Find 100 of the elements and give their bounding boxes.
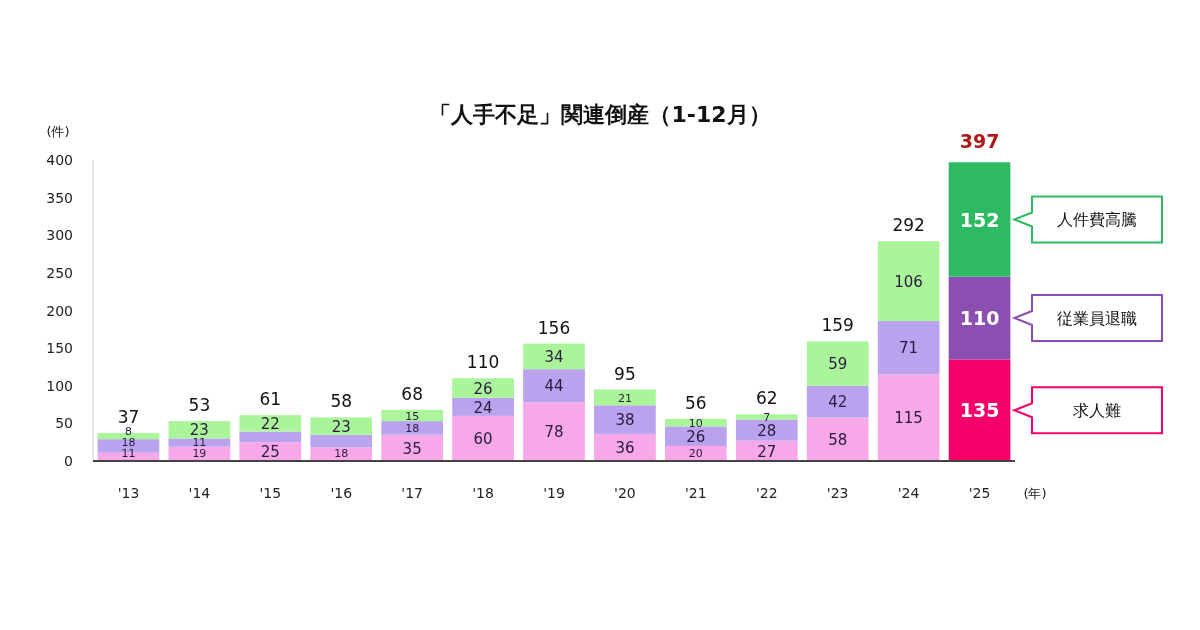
y-tick-label: 150 [46, 340, 73, 357]
data-label: 34 [544, 348, 564, 367]
total-label: 110 [466, 352, 500, 373]
data-label: 10 [688, 416, 703, 430]
data-label: 24 [473, 398, 493, 417]
data-label: 106 [894, 272, 923, 291]
data-label: 35 [402, 439, 422, 458]
bar [806, 417, 869, 461]
bar [877, 241, 940, 322]
x-tick-label: '16 [330, 485, 353, 501]
x-tick-label: '14 [188, 485, 211, 501]
x-tick-label: '17 [401, 485, 423, 501]
data-label: 59 [828, 355, 848, 374]
total-label: 95 [614, 363, 636, 384]
data-label: 36 [615, 439, 635, 458]
data-label: 15 [405, 409, 420, 423]
data-label: 110 [959, 307, 1000, 330]
y-tick-label: 0 [64, 453, 73, 469]
bar [877, 374, 940, 461]
bar [948, 162, 1011, 277]
total-label: 53 [188, 395, 211, 416]
text: 求人難 [1073, 401, 1121, 421]
data-label: 22 [260, 415, 280, 434]
total-label: 68 [401, 383, 423, 404]
bar [452, 415, 514, 461]
bar [523, 369, 585, 403]
x-tick-label: '25 [968, 485, 991, 501]
total-label: 62 [755, 388, 778, 409]
data-label: 78 [544, 423, 564, 442]
data-label: 25 [260, 443, 280, 461]
x-tick-label: '21 [685, 485, 707, 501]
total-label: 292 [892, 215, 925, 236]
bar [523, 343, 585, 370]
y-tick-label: 100 [46, 377, 73, 394]
total-label: 159 [821, 315, 854, 336]
x-tick-label: '18 [472, 485, 494, 501]
x-tick-label: '23 [826, 485, 849, 501]
data-label: 44 [544, 377, 564, 396]
total-label: 56 [685, 392, 707, 413]
bar [381, 409, 444, 422]
y-tick-label: 400 [46, 152, 73, 168]
bar [381, 421, 444, 435]
bar [948, 359, 1011, 461]
data-label: 26 [686, 427, 706, 446]
bar [523, 402, 585, 461]
bar [806, 341, 869, 386]
data-label: 58 [828, 430, 848, 449]
bar [665, 426, 727, 446]
x-tick-label: '24 [897, 485, 920, 501]
data-label: 115 [894, 409, 923, 428]
bar [239, 415, 302, 432]
total-label: 156 [537, 317, 571, 338]
data-label: 135 [959, 399, 1000, 422]
data-label: 18 [121, 436, 136, 450]
data-label: 19 [192, 447, 207, 460]
x-tick-label: '22 [755, 485, 778, 501]
bar [97, 433, 160, 440]
bar [239, 431, 302, 443]
bar [594, 389, 656, 406]
y-tick-label: 300 [46, 227, 73, 244]
total-label: 397 [959, 130, 1000, 153]
bar [735, 419, 798, 441]
data-label: 21 [617, 391, 632, 405]
data-label: 11 [121, 447, 136, 460]
data-label: 11 [192, 436, 207, 450]
data-label: 152 [959, 208, 1000, 231]
text: 人件費高騰 [1057, 210, 1137, 230]
data-label: 23 [331, 417, 351, 436]
total-label: 58 [330, 391, 353, 412]
data-label: 18 [405, 422, 420, 436]
y-tick-label: 350 [46, 189, 73, 206]
bar [310, 434, 373, 448]
bar [594, 405, 656, 434]
chart-title: 「人手不足」関連倒産（1-12月） [429, 102, 771, 127]
data-label: 42 [828, 393, 848, 412]
total-label: 37 [117, 407, 140, 428]
bar [877, 321, 940, 375]
x-tick-label: '19 [543, 485, 565, 501]
total-label: 61 [259, 389, 282, 410]
bar [735, 414, 798, 420]
y-tick-label: 50 [55, 415, 73, 432]
x-tick-label: '13 [117, 485, 140, 501]
x-tick-label: '15 [259, 485, 282, 501]
data-label: 27 [757, 442, 777, 461]
x-tick-label: '20 [614, 485, 636, 501]
data-label: 8 [124, 425, 132, 439]
data-label: 71 [899, 339, 919, 358]
data-label: 60 [473, 430, 493, 449]
y-tick-label: 200 [46, 302, 73, 319]
bar [806, 385, 869, 418]
data-label: 38 [615, 411, 635, 430]
text: 従業員退職 [1057, 309, 1137, 329]
y-axis-title: (件) [46, 124, 70, 139]
data-label: 20 [688, 447, 703, 460]
bar [310, 417, 373, 435]
bar [168, 438, 231, 447]
x-axis-title: (年) [1023, 486, 1047, 501]
bar [452, 378, 514, 398]
data-label: 18 [334, 447, 349, 460]
data-label: 26 [473, 379, 493, 398]
